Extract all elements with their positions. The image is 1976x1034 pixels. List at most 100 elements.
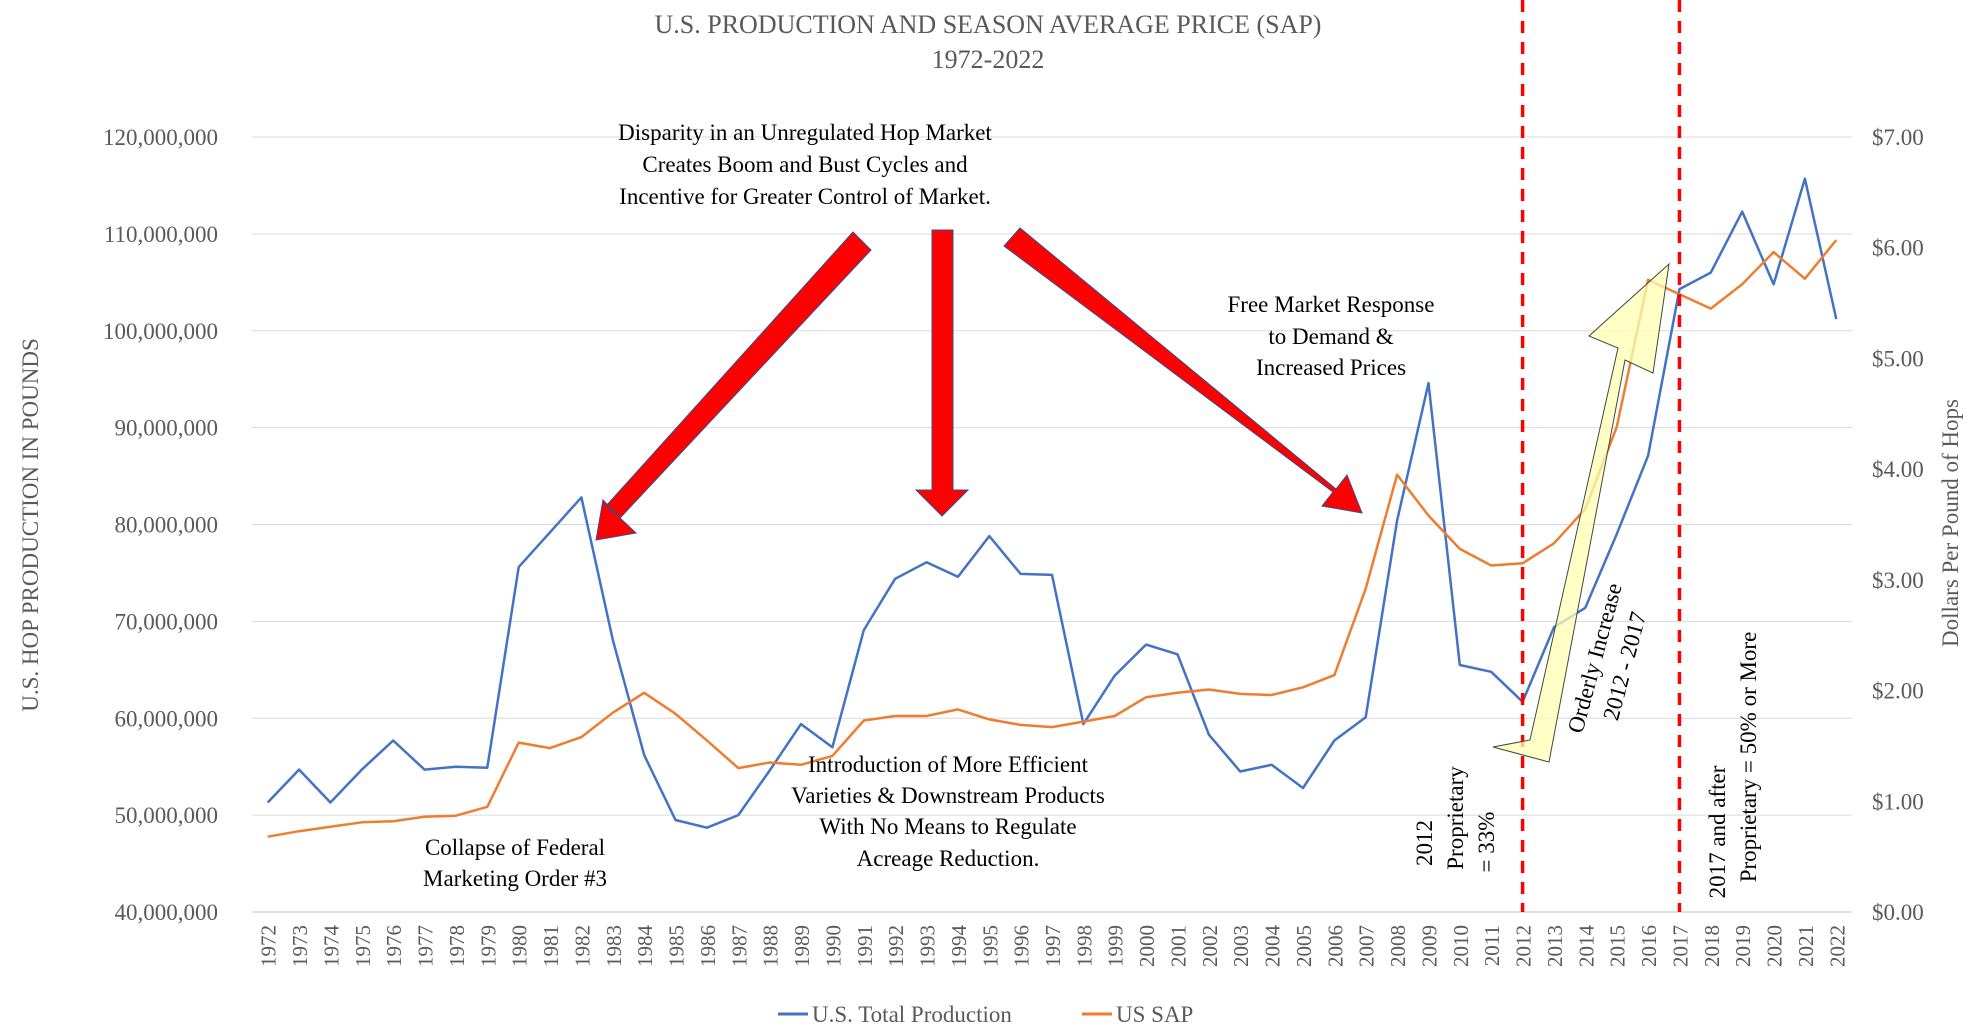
annotation-proprietary-2012: 2012 Proprietary = 33% [1412, 766, 1499, 873]
y2-tick-label: $1.00 [1872, 789, 1924, 814]
x-tick-label: 1997 [1041, 925, 1065, 967]
y2-tick-label: $2.00 [1872, 679, 1924, 704]
series-line-sap [267, 239, 1838, 838]
x-tick-label: 1995 [978, 925, 1002, 967]
x-tick-label: 2001 [1166, 925, 1190, 967]
x-tick-label: 2009 [1417, 925, 1441, 967]
x-tick-label: 1993 [916, 925, 940, 967]
x-tick-label: 1985 [665, 925, 689, 967]
y-axis-label: U.S. HOP PRODUCTION IN POUNDS [18, 338, 43, 712]
reference-lines [1520, 0, 1682, 912]
right-axis-ticks: $0.00 $1.00 $2.00 $3.00 $4.00 $5.00 $6.00 $7.00 [1872, 125, 1924, 925]
y-tick-label: 100,000,000 [103, 319, 218, 344]
x-tick-label: 2004 [1261, 925, 1285, 968]
red-arrow-right [1003, 227, 1363, 514]
x-tick-label: 2021 [1794, 925, 1818, 967]
x-tick-label: 1987 [727, 925, 751, 967]
annotation-disparity: Disparity in an Unregulated Hop Market C… [618, 120, 992, 209]
annotation-introduction-line-3: With No Means to Regulate [819, 814, 1076, 839]
y-tick-label: 90,000,000 [115, 416, 219, 441]
chart-subtitle: 1972-2022 [932, 45, 1045, 74]
x-tick-label: 1976 [382, 925, 406, 967]
y2-axis-label: Dollars Per Pound of Hops [1938, 399, 1963, 647]
x-tick-label: 1982 [570, 925, 594, 967]
gridlines [252, 136, 1852, 913]
x-tick-label: 2018 [1700, 925, 1724, 967]
annotation-proprietary-2017-line-2: Proprietary = 50% or More [1736, 632, 1761, 883]
annotation-free-market: Free Market Response to Demand & Increas… [1228, 292, 1435, 380]
annotation-disparity-line-1: Disparity in an Unregulated Hop Market [618, 120, 992, 145]
annotation-introduction-line-1: Introduction of More Efficient [808, 752, 1089, 777]
annotation-disparity-line-3: Incentive for Greater Control of Market. [619, 184, 991, 209]
y2-tick-label: $7.00 [1872, 125, 1924, 150]
y-tick-label: 60,000,000 [115, 706, 219, 731]
x-tick-label: 1986 [696, 925, 720, 967]
legend: U.S. Total Production US SAP [778, 1002, 1193, 1027]
annotation-disparity-line-2: Creates Boom and Bust Cycles and [642, 152, 968, 177]
legend-label-production: U.S. Total Production [812, 1002, 1012, 1027]
annotation-introduction-line-2: Varieties & Downstream Products [791, 783, 1105, 808]
x-tick-label: 2020 [1763, 925, 1787, 967]
annotation-free-market-line-2: to Demand & [1268, 324, 1393, 349]
x-tick-label: 2003 [1229, 925, 1253, 967]
y-tick-label: 40,000,000 [115, 900, 219, 925]
yellow-arrow [1492, 262, 1670, 763]
x-tick-label: 1998 [1072, 925, 1096, 967]
x-tick-label: 1991 [853, 925, 877, 967]
x-tick-label: 1981 [539, 925, 563, 967]
y-tick-label: 70,000,000 [115, 609, 219, 634]
y-tick-label: 50,000,000 [115, 803, 219, 828]
y2-tick-label: $3.00 [1872, 568, 1924, 593]
x-tick-label: 2007 [1355, 925, 1379, 967]
x-tick-label: 2017 [1668, 925, 1692, 967]
x-tick-label: 2010 [1449, 925, 1473, 967]
x-axis-ticks: 1972 1973 1974 1975 1976 1977 1978 1979 1980 1981… [257, 925, 1850, 968]
y2-tick-label: $4.00 [1872, 457, 1924, 482]
x-tick-label: 2011 [1480, 925, 1504, 966]
x-tick-label: 2013 [1543, 925, 1567, 967]
red-arrow-middle [914, 229, 970, 517]
x-tick-label: 2008 [1386, 925, 1410, 967]
y-tick-label: 110,000,000 [104, 222, 218, 247]
x-tick-label: 1979 [476, 925, 500, 967]
x-tick-label: 1980 [508, 925, 532, 967]
x-tick-label: 1978 [445, 925, 469, 967]
annotation-proprietary-2017-line-1: 2017 and after [1705, 765, 1730, 898]
x-tick-label: 2012 [1512, 925, 1536, 967]
x-tick-label: 1992 [884, 925, 908, 967]
annotation-free-market-line-1: Free Market Response [1228, 292, 1435, 317]
annotation-free-market-line-3: Increased Prices [1256, 355, 1406, 380]
x-tick-label: 1984 [633, 925, 657, 968]
x-tick-label: 1988 [759, 925, 783, 967]
red-arrow-left [595, 231, 872, 541]
x-tick-label: 1999 [1104, 925, 1128, 967]
annotation-proprietary-2012-line-3: = 33% [1474, 812, 1499, 873]
annotation-proprietary-2017: 2017 and after Proprietary = 50% or More [1705, 632, 1761, 899]
chart-title: U.S. PRODUCTION AND SEASON AVERAGE PRICE… [655, 10, 1322, 39]
annotation-introduction-line-4: Acreage Reduction. [857, 846, 1040, 871]
x-tick-label: 1989 [790, 925, 814, 967]
x-tick-label: 1994 [947, 925, 971, 968]
annotation-proprietary-2012-line-2: Proprietary [1443, 766, 1468, 870]
x-tick-label: 1975 [351, 925, 375, 967]
annotation-introduction: Introduction of More Efficient Varieties… [791, 752, 1105, 871]
left-axis-ticks: 40,000,000 50,000,000 60,000,000 70,000,000… [103, 125, 218, 925]
legend-label-sap: US SAP [1116, 1002, 1193, 1027]
x-tick-label: 2022 [1825, 925, 1849, 967]
x-tick-label: 2016 [1637, 925, 1661, 967]
y2-tick-label: $5.00 [1872, 346, 1924, 371]
x-tick-label: 1973 [288, 925, 312, 967]
annotation-collapse-line-2: Marketing Order #3 [423, 866, 607, 891]
x-tick-label: 2000 [1135, 925, 1159, 967]
x-tick-label: 1972 [257, 925, 281, 967]
x-tick-label: 1974 [319, 925, 343, 968]
x-tick-label: 1977 [414, 925, 438, 967]
y-tick-label: 120,000,000 [103, 125, 218, 150]
x-tick-label: 1983 [602, 925, 626, 967]
x-tick-label: 1996 [1010, 925, 1034, 967]
y2-tick-label: $6.00 [1872, 236, 1924, 261]
annotation-collapse-line-1: Collapse of Federal [425, 835, 605, 860]
x-tick-label: 1990 [821, 925, 845, 967]
y-tick-label: 80,000,000 [115, 513, 219, 538]
